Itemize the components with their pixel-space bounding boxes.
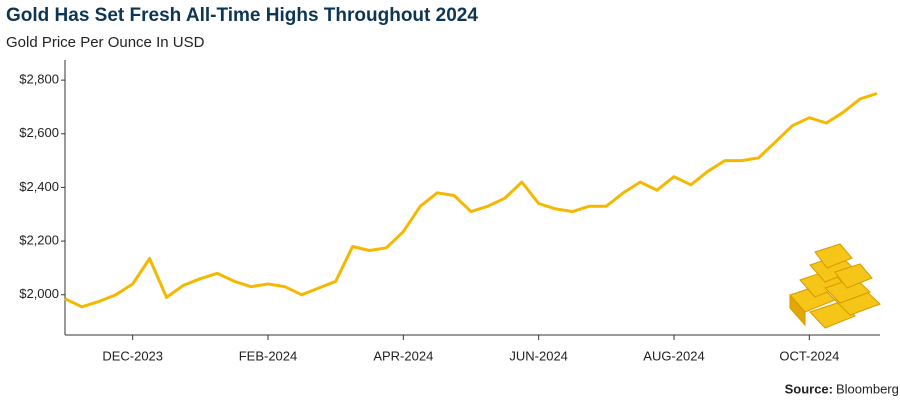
chart-title: Gold Has Set Fresh All-Time Highs Throug… [6, 5, 478, 26]
y-tick-label: $2,200 [19, 233, 59, 248]
gold-bars-icon [789, 243, 881, 329]
x-tick-label: OCT-2024 [779, 348, 839, 363]
x-tick-label: FEB-2024 [239, 348, 298, 363]
chart-subtitle: Gold Price Per Ounce In USD [6, 34, 205, 51]
y-tick-label: $2,400 [19, 179, 59, 194]
y-tick-label: $2,800 [19, 72, 59, 87]
source: Bloomberg, U.S. Global Investors [836, 381, 900, 396]
y-tick-label: $2,600 [19, 125, 59, 140]
y-tick-label: $2,000 [19, 286, 59, 301]
x-tick-label: DEC-2023 [102, 348, 163, 363]
price-line [64, 92, 878, 309]
x-tick-label: APR-2024 [373, 348, 433, 363]
x-tick-label: AUG-2024 [643, 348, 704, 363]
source-label: Source: [785, 381, 833, 396]
x-tick-label: JUN-2024 [509, 348, 568, 363]
